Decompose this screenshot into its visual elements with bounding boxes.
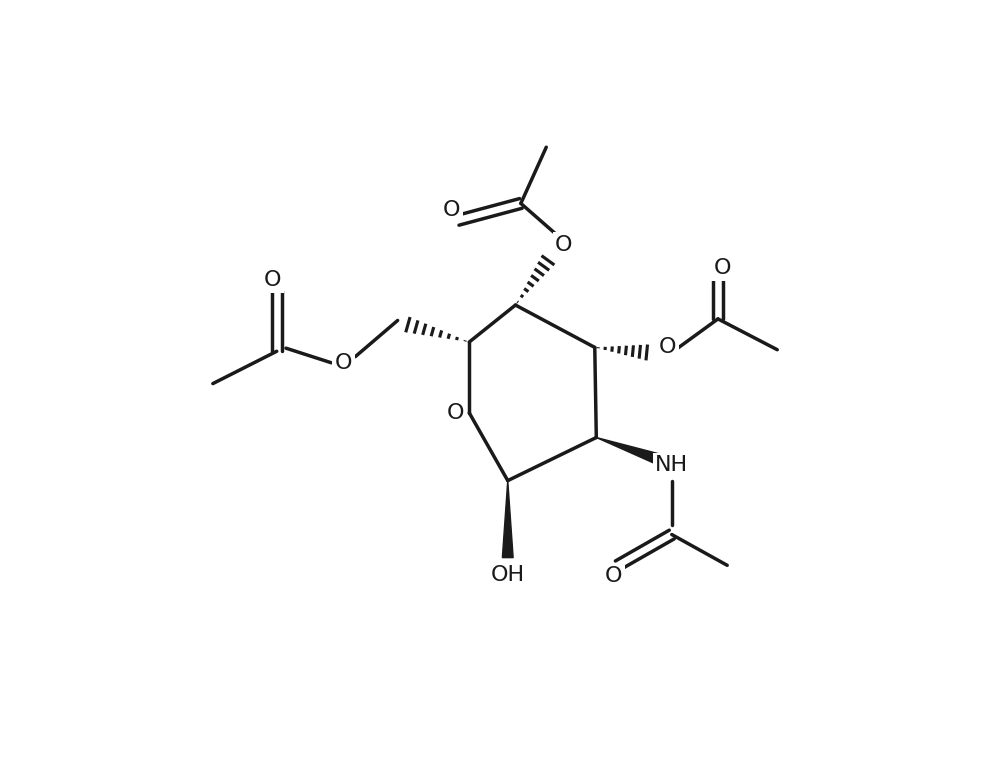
Text: O: O [263, 270, 281, 290]
Text: O: O [335, 353, 353, 373]
Text: NH: NH [655, 456, 688, 475]
Text: O: O [447, 403, 464, 423]
Text: O: O [443, 200, 461, 220]
Text: O: O [714, 258, 731, 278]
Text: OH: OH [491, 564, 525, 585]
Polygon shape [597, 437, 659, 464]
Text: O: O [659, 336, 676, 357]
Polygon shape [502, 481, 513, 557]
Text: O: O [605, 566, 622, 586]
Text: O: O [555, 235, 573, 255]
